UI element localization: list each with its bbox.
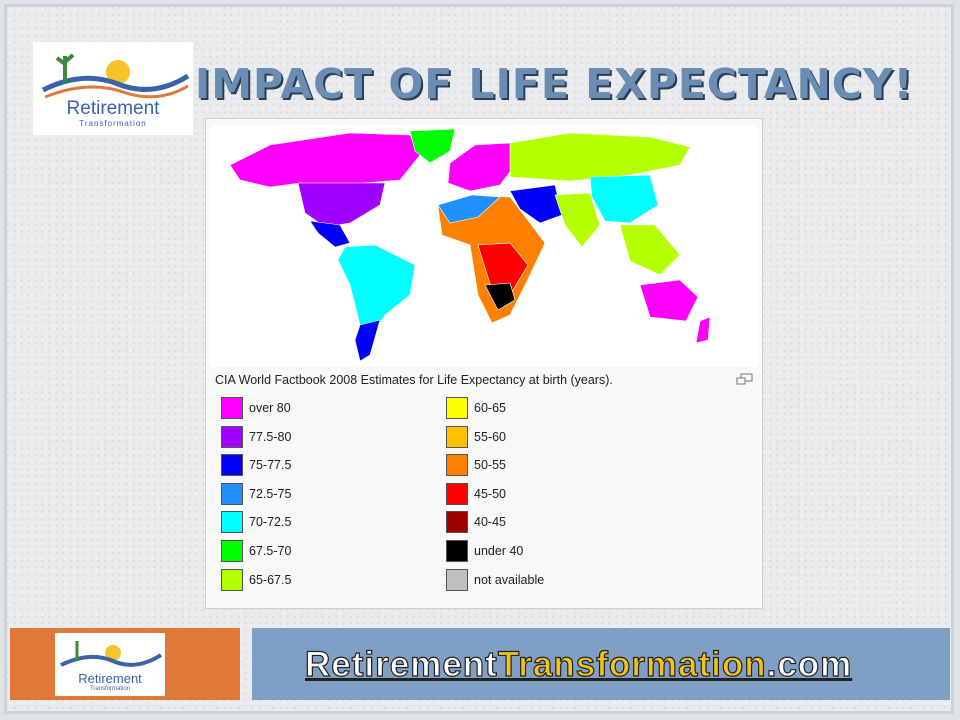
legend-swatch bbox=[446, 482, 468, 505]
footer-logo-box: Retirement Transformation bbox=[10, 628, 240, 700]
map-region bbox=[409, 128, 456, 164]
map-region bbox=[695, 316, 711, 344]
world-map bbox=[210, 125, 758, 367]
legend-swatch bbox=[446, 540, 468, 562]
legend-label: 72.5-75 bbox=[249, 486, 292, 501]
map-region bbox=[509, 184, 563, 224]
legend-swatch bbox=[221, 454, 243, 477]
map-region bbox=[437, 194, 501, 224]
map-region bbox=[589, 174, 659, 224]
site-part: .com bbox=[766, 644, 853, 684]
footer-logo: Retirement Transformation bbox=[55, 633, 165, 696]
map-region bbox=[619, 224, 681, 276]
legend-swatch bbox=[221, 397, 243, 419]
map-region bbox=[337, 244, 416, 331]
map-caption: CIA World Factbook 2008 Estimates for Li… bbox=[215, 373, 613, 387]
enlarge-icon bbox=[736, 373, 753, 385]
footer-logo-tagline: Transformation bbox=[89, 686, 131, 692]
map-region bbox=[639, 279, 699, 322]
slide-title: IMPACT OF LIFE EXPECTANCY! bbox=[195, 60, 914, 108]
legend-label: 65-67.5 bbox=[249, 572, 292, 587]
logo-tagline: Transformation bbox=[79, 119, 147, 128]
footer-site: RetirementTransformation.com bbox=[304, 644, 853, 685]
legend-label: 40-45 bbox=[474, 515, 506, 530]
legend-label: 75-77.5 bbox=[249, 458, 292, 473]
legend-label: 60-65 bbox=[474, 401, 506, 415]
legend-swatch bbox=[446, 397, 468, 419]
logo-name: Retirement bbox=[66, 98, 160, 119]
legend-label: 67.5-70 bbox=[249, 544, 292, 558]
legend-swatch bbox=[221, 511, 243, 534]
site-part: Transformation bbox=[497, 644, 767, 684]
map-region bbox=[509, 132, 691, 182]
map-region bbox=[354, 319, 381, 362]
legend-label: under 40 bbox=[474, 544, 524, 558]
map-region bbox=[484, 282, 516, 311]
legend-swatch bbox=[221, 568, 243, 591]
legend-swatch bbox=[221, 482, 243, 505]
map-region bbox=[229, 132, 421, 188]
legend-label: 55-60 bbox=[474, 429, 506, 444]
legend-label: not available bbox=[474, 572, 545, 587]
map-region bbox=[447, 142, 516, 192]
logo-graphic bbox=[41, 53, 190, 99]
map-panel: CIA World Factbook 2008 Estimates for Li… bbox=[205, 118, 763, 609]
legend-swatch bbox=[221, 540, 243, 562]
legend-swatch bbox=[446, 568, 468, 591]
footer-logo-name: Retirement bbox=[78, 671, 142, 686]
legend-label: 45-50 bbox=[474, 486, 506, 501]
legend-swatch bbox=[446, 511, 468, 534]
footer-bar bbox=[252, 628, 950, 700]
legend-label: over 80 bbox=[249, 401, 291, 415]
legend-swatch bbox=[446, 454, 468, 477]
legend-label: 70-72.5 bbox=[249, 515, 292, 530]
legend-swatch bbox=[446, 425, 468, 448]
map-region bbox=[309, 220, 351, 248]
legend-swatch bbox=[221, 425, 243, 448]
logo: Retirement Transformation bbox=[33, 42, 193, 135]
footer-logo-graphic bbox=[60, 641, 163, 667]
site-part: Retirement bbox=[304, 644, 498, 684]
map-region bbox=[297, 182, 386, 228]
map-region bbox=[554, 192, 601, 248]
legend-label: 50-55 bbox=[474, 458, 506, 473]
legend-label: 77.5-80 bbox=[249, 429, 292, 444]
